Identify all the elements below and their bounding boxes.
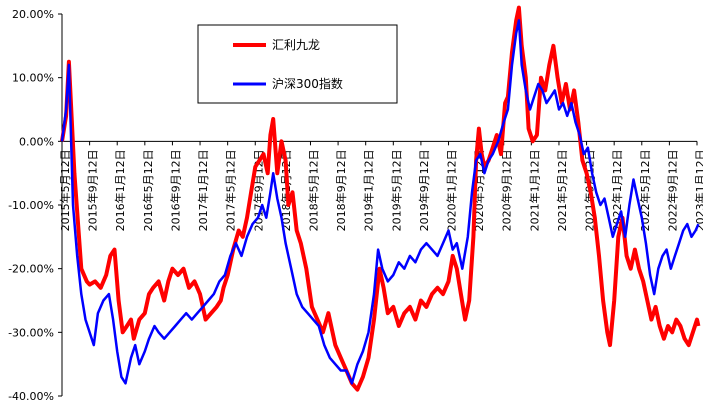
series-group [60,5,701,392]
y-tick-label: -40.00% [8,390,54,403]
y-tick-label: 10.00% [12,72,54,85]
x-tick-label: 2017年5月12日 [224,149,238,231]
x-tick-label: 2016年9月12日 [168,149,182,231]
legend-label-0: 汇利九龙 [272,38,320,52]
legend-label-1: 沪深300指数 [272,76,343,91]
y-tick-label: -10.00% [8,199,54,212]
series-line-0 [60,5,701,392]
x-tick-label: 2017年1月12日 [196,149,210,231]
x-tick-label: 2015年9月12日 [86,149,100,231]
x-tick-label: 2019年9月12日 [417,149,431,231]
x-tick-label: 2020年9月12日 [500,149,514,231]
y-axis: 20.00% 10.00% 0.00% -10.00% -20.00% -30.00% -4… [8,8,63,403]
x-tick-label: 2016年1月12日 [113,149,127,231]
series-line-1 [60,19,700,385]
x-tick-label: 2019年1月12日 [362,149,376,231]
y-tick-label: -30.00% [8,326,54,339]
x-tick-label: 2015年5月12日 [58,149,72,231]
x-tick-label: 2019年5月12日 [389,149,403,231]
legend-box [197,24,398,104]
x-tick-label: 2018年9月12日 [334,149,348,231]
y-tick-label: 20.00% [12,8,54,21]
x-tick-label: 2021年1月12日 [527,149,541,231]
x-tick-label: 2020年1月12日 [445,149,459,231]
x-tick-label: 2016年5月12日 [141,149,155,231]
y-tick-label: 0.00% [19,135,54,148]
x-tick-label: 2023年1月12日 [693,149,703,231]
x-tick-label: 2022年5月12日 [638,149,652,231]
legend: 汇利九龙 沪深300指数 [197,24,398,104]
y-tick-label: -20.00% [8,263,54,276]
x-axis: 2015年5月12日 2015年9月12日 2016年1月12日 2016年5月12日… [58,140,703,231]
x-tick-label: 2021年5月12日 [555,149,569,231]
x-tick-label: 2018年5月12日 [306,149,320,231]
x-tick-label: 2022年9月12日 [665,149,679,231]
